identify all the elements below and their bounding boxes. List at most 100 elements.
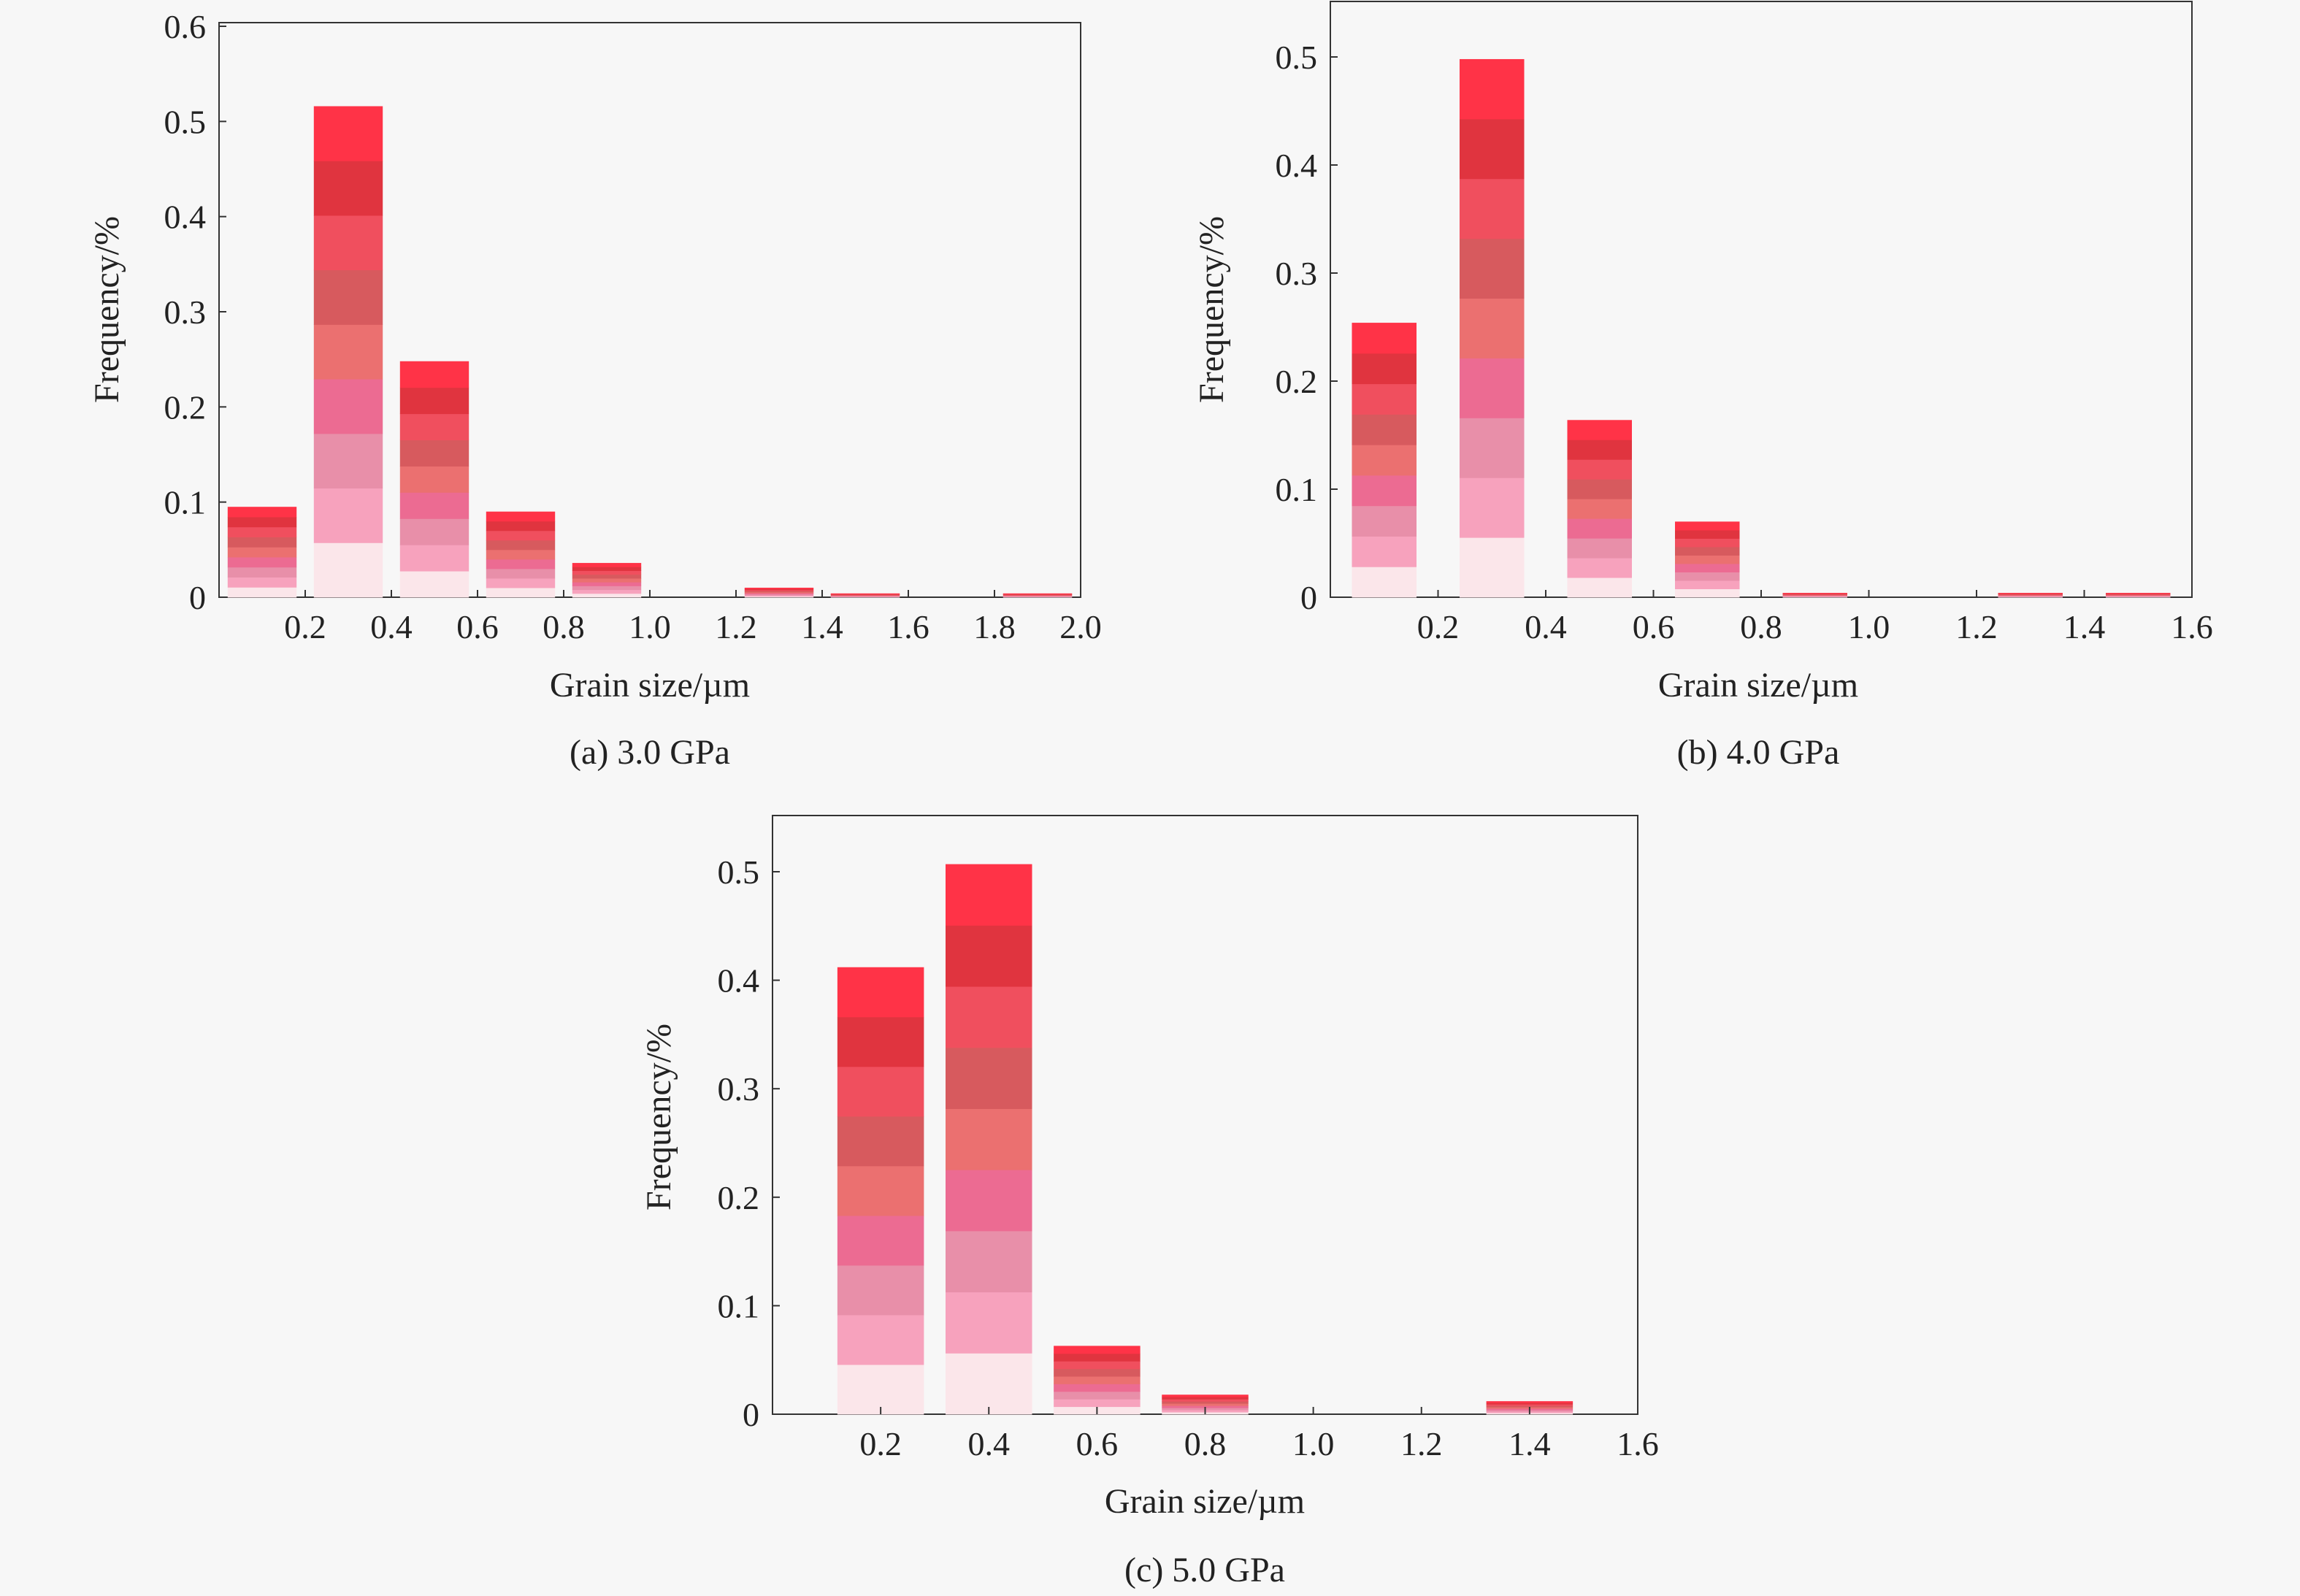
- panel-a-y-tick-label: 0: [189, 579, 206, 616]
- panel-b-bar-1.3: [1998, 593, 2063, 598]
- panel-c-bars: [837, 864, 1573, 1415]
- bar-segment: [1567, 420, 1632, 440]
- bar-segment: [1352, 445, 1417, 476]
- bar-segment: [1352, 536, 1417, 567]
- bar-segment: [486, 549, 556, 560]
- panel-a-bar-0.1: [227, 507, 297, 598]
- bar-segment: [1486, 1403, 1573, 1405]
- bar-segment: [227, 547, 297, 558]
- panel-a-y-tick-label: 0.1: [164, 484, 207, 521]
- panel-b-bar-0.9: [1782, 593, 1847, 598]
- bar-segment: [1782, 596, 1847, 597]
- panel-c-x-tick-label: 0.2: [859, 1425, 902, 1462]
- bar-segment: [946, 925, 1032, 987]
- bar-segment: [2106, 593, 2171, 594]
- bar-segment: [1460, 358, 1525, 418]
- bar-segment: [1352, 414, 1417, 445]
- bar-segment: [1567, 538, 1632, 559]
- panel-b-x-tick-label: 0.2: [1417, 608, 1460, 645]
- bar-segment: [2106, 596, 2171, 598]
- panel-b-caption: (b) 4.0 GPa: [1677, 733, 1840, 772]
- panel-b-x-axis-label: Grain size/µm: [1658, 666, 1858, 705]
- bar-segment: [227, 567, 297, 578]
- panel-c-y-axis: 0 0.1 0.2 0.3 0.4 0.5: [718, 853, 780, 1433]
- panel-c-y-tick-label: 0: [743, 1396, 759, 1433]
- bar-segment: [1998, 595, 2063, 596]
- bar-segment: [313, 488, 383, 543]
- bar-segment: [227, 577, 297, 588]
- panel-b-y-tick-label: 0.1: [1276, 471, 1318, 508]
- panel-a-x-tick-label: 0.4: [370, 608, 413, 645]
- bar-segment: [744, 591, 814, 593]
- bar-segment: [1003, 596, 1073, 597]
- bar-segment: [1352, 383, 1417, 415]
- panel-b-bar-0.1: [1352, 323, 1417, 598]
- bar-segment: [227, 587, 297, 598]
- bar-segment: [830, 595, 900, 596]
- bar-segment: [946, 1230, 1032, 1293]
- panel-c-x-tick-label: 0.8: [1184, 1425, 1227, 1462]
- bar-segment: [744, 588, 814, 591]
- panel-a-y-tick-label: 0.4: [164, 199, 207, 236]
- panel-c-x-tick-label: 0.4: [968, 1425, 1011, 1462]
- bar-segment: [1675, 529, 1740, 539]
- panel-b-y-tick-label: 0: [1300, 579, 1317, 616]
- bar-segment: [1675, 572, 1740, 581]
- bar-segment: [1782, 595, 1847, 596]
- bar-segment: [1567, 440, 1632, 460]
- bar-segment: [946, 1108, 1032, 1170]
- bar-segment: [830, 596, 900, 598]
- panel-b-x-axis: 0.2 0.4 0.6 0.8 1.0 1.2 1.4 1.6: [1417, 590, 2213, 645]
- panel-b-y-axis: 0 0.1 0.2 0.3 0.4 0.5: [1276, 39, 1338, 616]
- bar-segment: [837, 1265, 924, 1316]
- bar-segment: [837, 1116, 924, 1167]
- bar-segment: [1162, 1405, 1249, 1408]
- panel-b-bar-0.3: [1460, 58, 1525, 598]
- bar-segment: [946, 1170, 1032, 1232]
- bar-segment: [1998, 594, 2063, 596]
- bar-segment: [1162, 1394, 1249, 1397]
- bar-segment: [399, 571, 469, 598]
- panel-c-x-tick-label: 1.6: [1617, 1425, 1659, 1462]
- bar-segment: [837, 967, 924, 1018]
- bar-segment: [1782, 594, 1847, 596]
- panel-c-y-tick-label: 0.4: [718, 962, 760, 1000]
- panel-c-y-tick-label: 0.3: [718, 1070, 760, 1108]
- bar-segment: [399, 361, 469, 388]
- bar-segment: [572, 582, 642, 586]
- bar-segment: [744, 587, 814, 589]
- bar-segment: [486, 568, 556, 579]
- bar-segment: [313, 542, 383, 598]
- bar-segment: [946, 986, 1032, 1048]
- panel-b-x-tick-label: 1.0: [1848, 608, 1890, 645]
- panel-c-x-tick-label: 1.2: [1400, 1425, 1443, 1462]
- panel-a-y-tick-label: 0.3: [164, 294, 207, 331]
- bar-segment: [1567, 459, 1632, 480]
- bar-segment: [1675, 563, 1740, 572]
- panel-b-y-tick-label: 0.3: [1276, 255, 1318, 292]
- bar-segment: [1486, 1404, 1573, 1406]
- bar-segment: [946, 1292, 1032, 1354]
- bar-segment: [486, 540, 556, 550]
- panel-b-bar-0.7: [1675, 521, 1740, 598]
- bar-segment: [486, 511, 556, 522]
- bar-segment: [1567, 499, 1632, 519]
- bar-segment: [1782, 594, 1847, 596]
- panel-a-chart: 0 0.1 0.2 0.3 0.4 0.5 0.6 0.2 0.4 0.6 0.8 1.0 1.2 1.…: [88, 8, 1102, 772]
- bar-segment: [837, 1215, 924, 1266]
- panel-b-y-tick-label: 0.4: [1276, 147, 1318, 184]
- panel-c-y-tick-label: 0.1: [718, 1287, 760, 1324]
- bar-segment: [830, 596, 900, 597]
- panel-c-y-tick-label: 0.2: [718, 1179, 760, 1216]
- bar-segment: [227, 526, 297, 537]
- bar-segment: [837, 1364, 924, 1415]
- bar-segment: [1460, 418, 1525, 478]
- bar-segment: [227, 516, 297, 528]
- bar-segment: [744, 595, 814, 597]
- panel-b-x-tick-label: 1.4: [2063, 608, 2106, 645]
- bar-segment: [837, 1066, 924, 1117]
- bar-segment: [2106, 596, 2171, 597]
- bar-segment: [830, 594, 900, 596]
- bar-segment: [2106, 594, 2171, 596]
